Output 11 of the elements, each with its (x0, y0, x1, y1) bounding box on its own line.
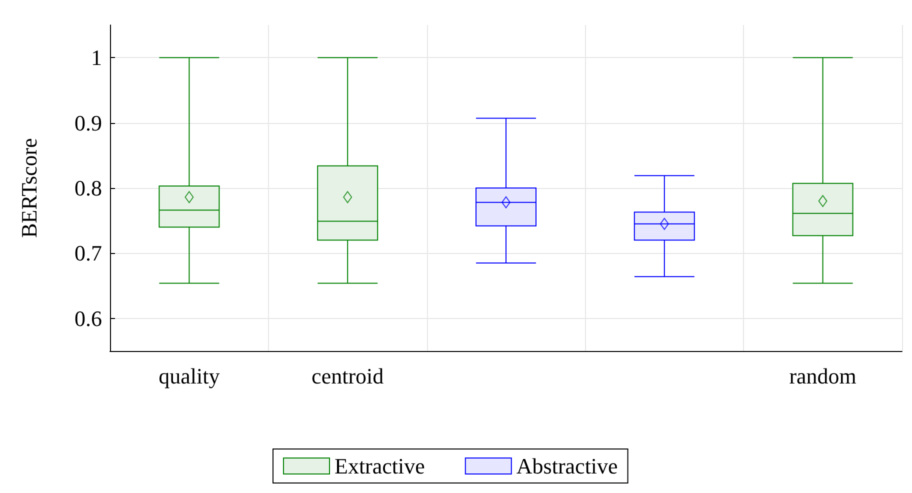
y-tick-label: 0.9 (74, 110, 102, 136)
y-tick-label: 0.6 (74, 306, 102, 331)
y-tick-label: 0.8 (74, 176, 102, 200)
x-tick-label: quality (158, 364, 220, 388)
legend-label: Abstractive (516, 454, 618, 478)
x-tick-label: centroid (312, 364, 384, 388)
legend-label: Extractive (334, 454, 425, 478)
x-tick-label: random (789, 364, 856, 388)
y-tick-label: 0.7 (74, 240, 102, 266)
y-axis-title: BERTscore (16, 138, 42, 238)
y-tick-label: 1 (91, 45, 102, 70)
